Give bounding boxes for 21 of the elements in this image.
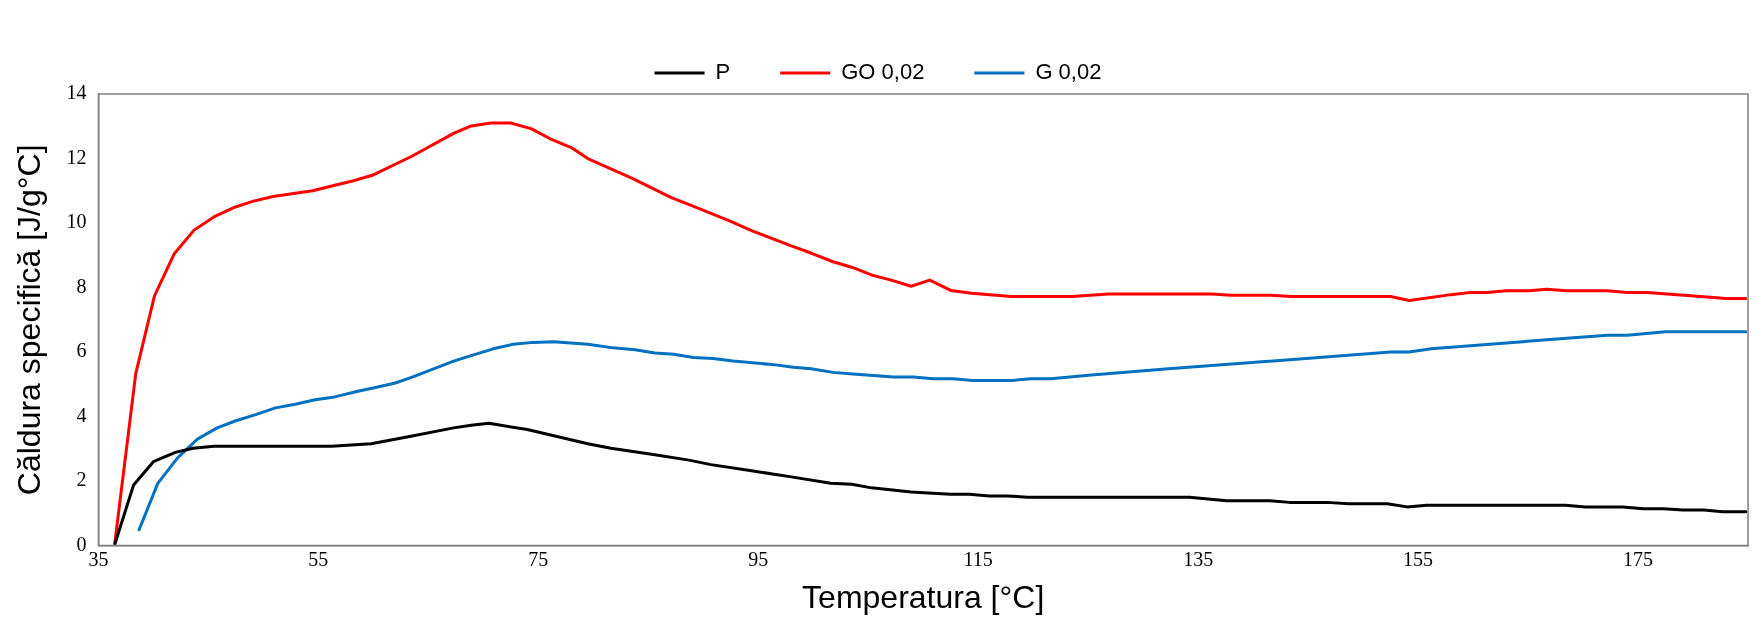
x-tick-label: 175: [1623, 547, 1654, 570]
x-tick-label: 115: [963, 547, 993, 570]
y-tick-label: 14: [66, 81, 87, 104]
legend-label: P: [715, 59, 731, 85]
y-tick-label: 2: [76, 468, 87, 491]
x-tick-label: 55: [308, 547, 329, 570]
y-tick-label: 8: [76, 274, 87, 297]
x-tick-label: 155: [1403, 547, 1434, 570]
y-tick-label: 6: [76, 339, 87, 362]
y-tick-label: 10: [66, 210, 87, 233]
x-tick-label: 75: [528, 547, 549, 570]
y-tick-label: 4: [76, 403, 87, 426]
y-tick-label: 0: [76, 532, 87, 555]
x-tick-label: 135: [1183, 547, 1214, 570]
x-tick-label: 95: [748, 547, 769, 570]
legend-label: G 0,02: [1035, 59, 1102, 85]
x-tick-label: 35: [88, 547, 109, 570]
y-tick-label: 12: [66, 145, 87, 168]
legend-label: GO 0,02: [841, 59, 925, 85]
y-axis-title: Căldura specifică [J/g°C]: [11, 144, 48, 496]
x-axis-title: Temperatura [°C]: [802, 578, 1045, 615]
